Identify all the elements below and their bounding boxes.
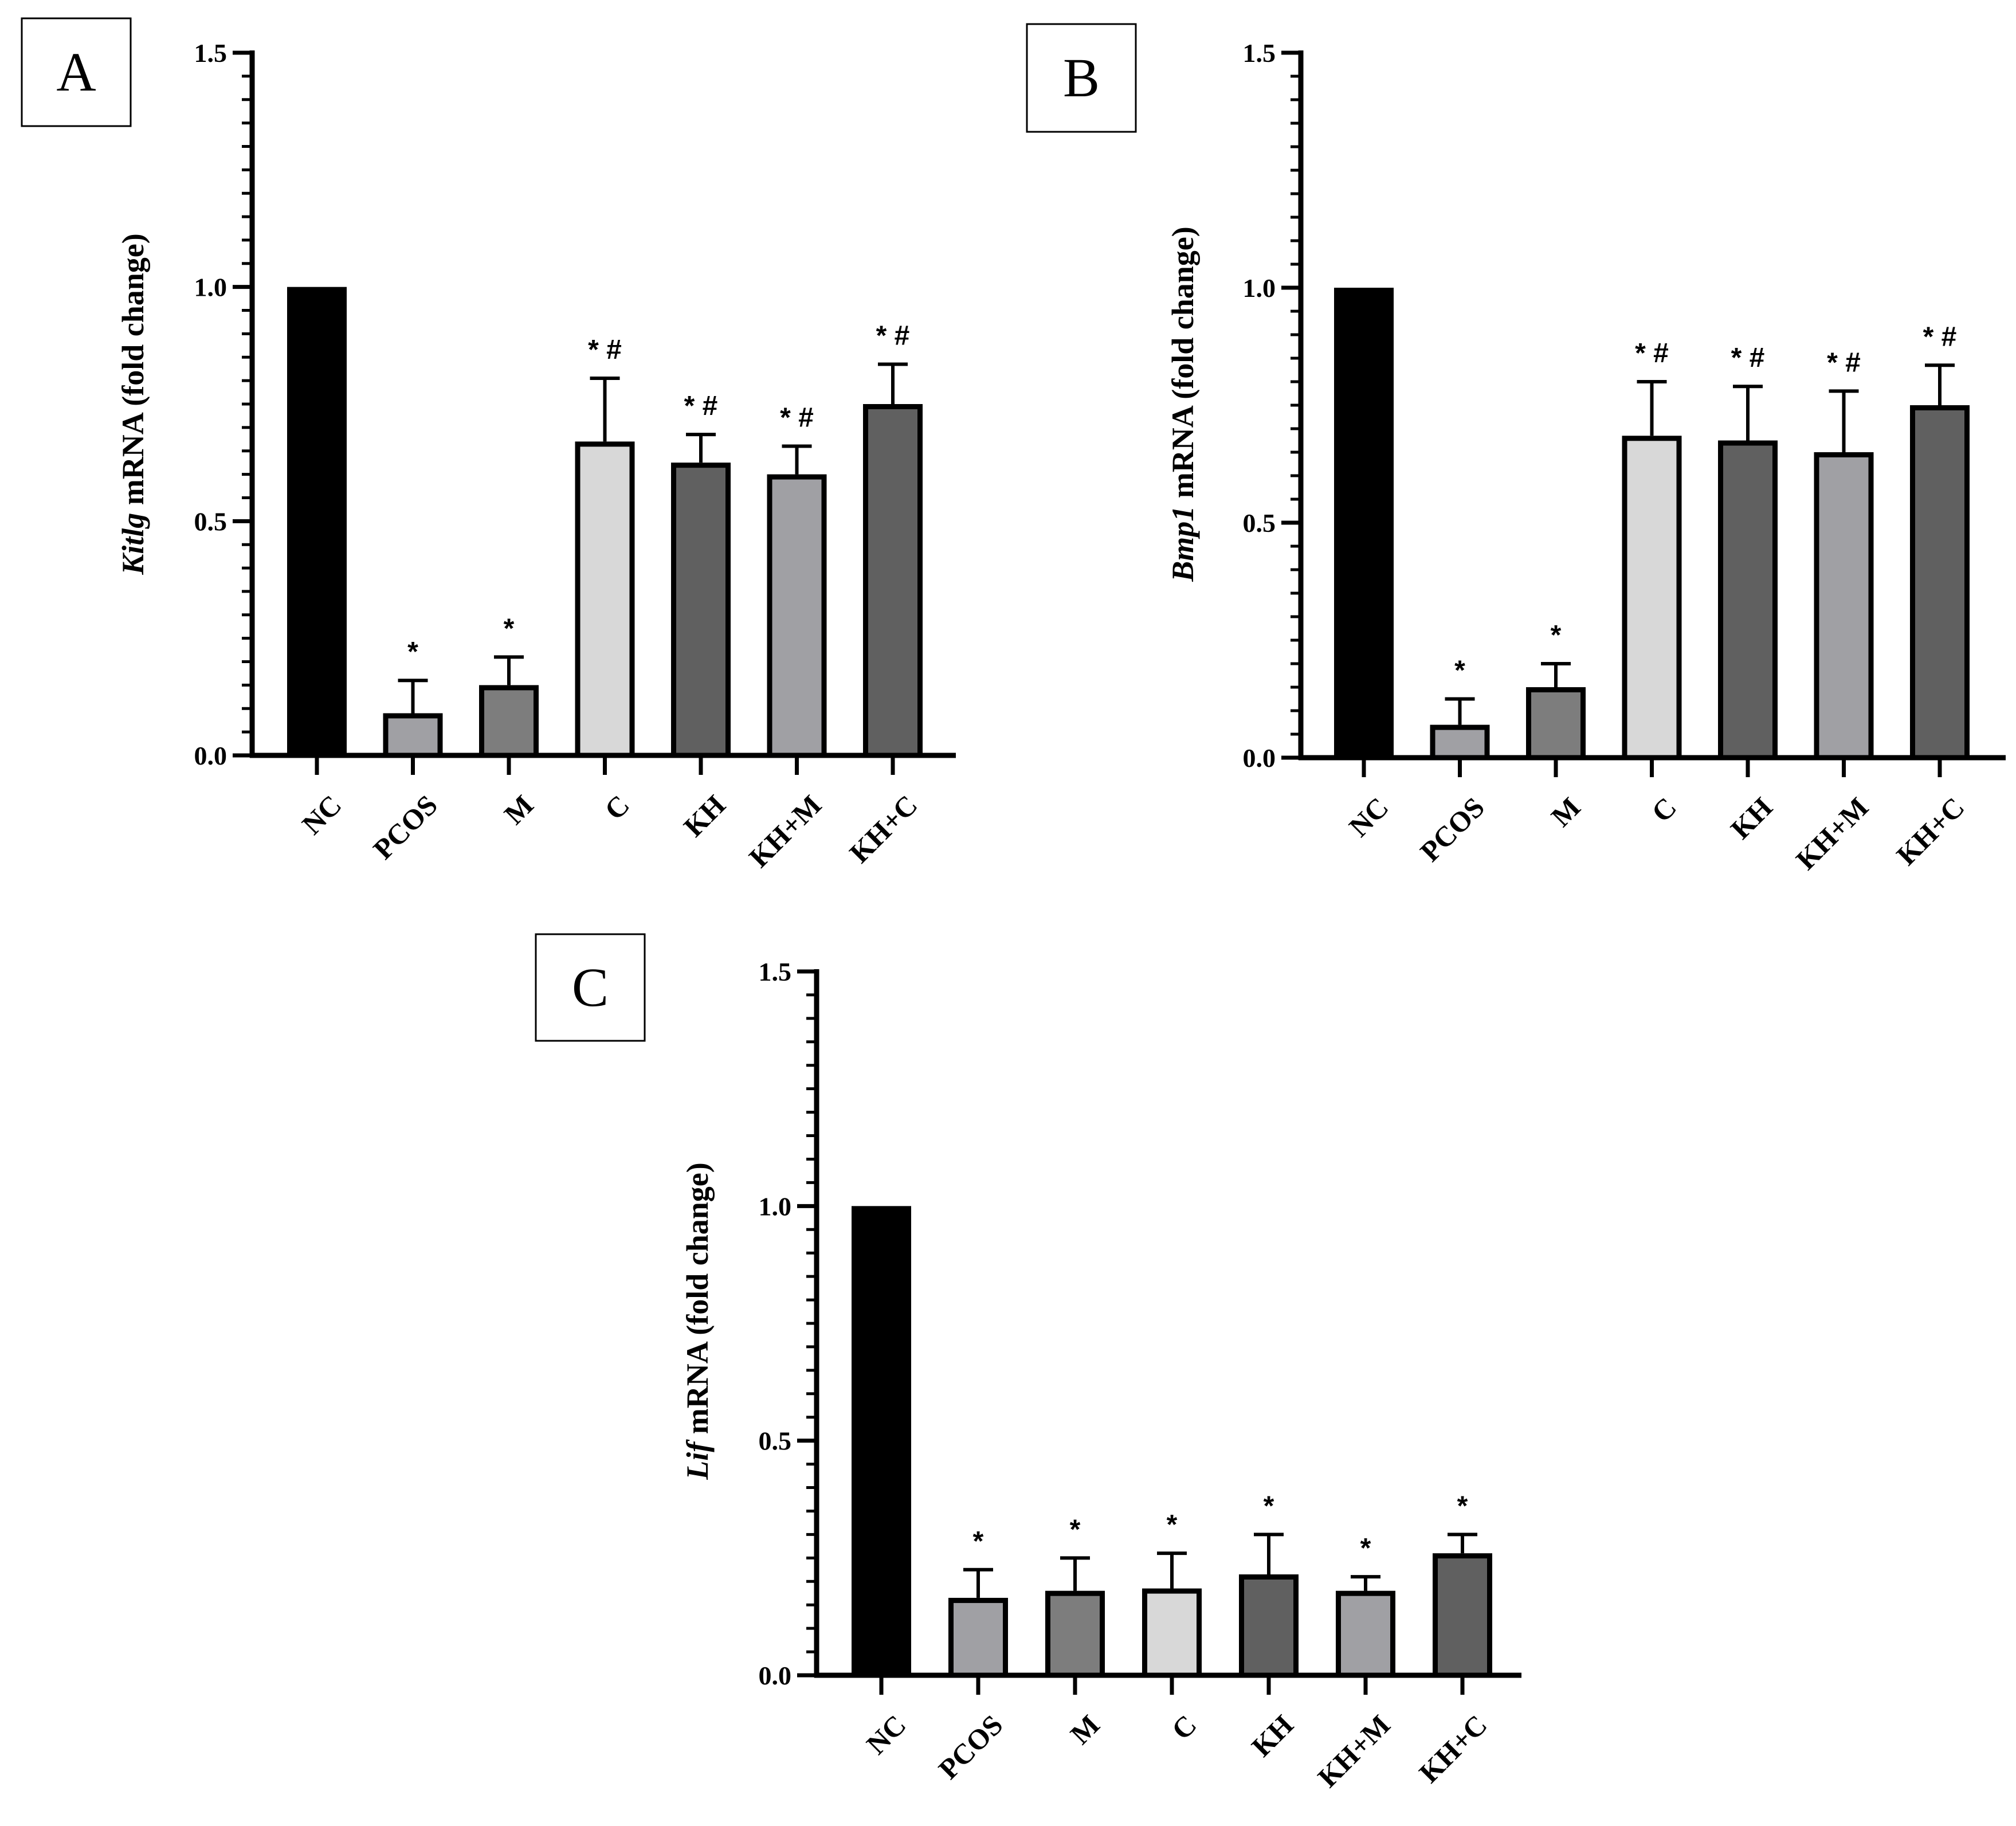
panel-a-sig-khplus-m: * # (780, 403, 814, 433)
panel-b-xlabel-pcos: PCOS (1414, 791, 1491, 868)
panel-c-sig-pcos: * (973, 1526, 984, 1557)
panel-b-xlabel-khplus-c: KH+C (1890, 791, 1970, 871)
panel-c-sig-c: * (1167, 1510, 1178, 1540)
panel-b-sig-c: * # (1635, 338, 1669, 369)
panel-c: C 0.0 0.5 1.0 1.5 NC * PCOS * M * C * KH * KH+M * KH+C Lif… (535, 933, 1521, 1793)
panel-b-letter-box (1026, 23, 1137, 133)
panel-a-bar-m (479, 685, 539, 758)
panel-c-y-axis-label: Lif mRNA (fold change) (680, 1162, 715, 1480)
panel-b-sig-khplus-c: * # (1923, 322, 1957, 352)
panel-c-xlabel-pcos: PCOS (932, 1709, 1009, 1785)
panel-b-sig-khplus-m: * # (1827, 347, 1861, 378)
panel-c-sig-m: * (1070, 1514, 1081, 1545)
panel-a-sig-pcos: * (407, 637, 418, 667)
panel-c-xlabel-khplus-c: KH+C (1413, 1709, 1493, 1789)
panel-b-bar-c (1622, 436, 1682, 761)
panel-a-xlabel-khplus-m: KH+M (743, 789, 827, 873)
panel-b-gene-name: Bmp1 (1166, 506, 1200, 582)
panel-c-gene-name: Lif (680, 1439, 715, 1480)
panel-a-sig-m: * (504, 613, 515, 644)
panel-c-bar-pcos (948, 1597, 1008, 1678)
panel-a-letter: A (56, 41, 96, 103)
panel-c-bar-khplus-c (1433, 1553, 1492, 1678)
panel-a-xlabel-c: C (598, 789, 636, 826)
panel-b-sig-kh: * # (1731, 343, 1765, 373)
panel-a-gene-name: Kitlg (116, 513, 150, 575)
panel-c-bar-c (1142, 1588, 1202, 1678)
panel-b: B 0.0 0.5 1.0 1.5 NC * PCOS * M * # C * # KH * # KH+M * … (1026, 23, 2006, 876)
panel-c-ytick-label: 0.5 (759, 1427, 792, 1456)
panel-a-sig-khplus-c: * # (876, 321, 910, 351)
panel-c-xlabel-khplus-m: KH+M (1311, 1709, 1396, 1793)
panel-a-ytick-label: 0.0 (194, 741, 228, 770)
panel-c-xlabel-m: M (1064, 1709, 1106, 1750)
panel-b-sig-m: * (1551, 620, 1562, 651)
panel-b-ytick-label: 0.5 (1243, 508, 1276, 538)
panel-c-xlabel-kh: KH (1245, 1709, 1300, 1763)
panel-a-bar-kh (671, 463, 731, 758)
panel-c-sig-kh: * (1264, 1491, 1274, 1521)
panel-c-bar-m (1045, 1590, 1105, 1678)
panel-c-ytick-label: 0.0 (759, 1661, 792, 1690)
panel-c-letter-box (535, 933, 646, 1042)
panel-c-letter: C (572, 957, 609, 1018)
panel-b-sig-pcos: * (1454, 656, 1465, 686)
panel-a-xlabel-nc: NC (296, 789, 348, 841)
panel-a-sig-c: * # (588, 335, 622, 365)
panel-a-ytick-label: 0.5 (194, 507, 228, 536)
panel-a-xlabel-khplus-c: KH+C (843, 789, 923, 869)
panel-a-bar-khplus-c (863, 404, 923, 758)
panel-a-y-axis-label: Kitlg mRNA (fold change) (116, 233, 150, 575)
panel-b-bar-nc (1334, 288, 1394, 761)
panel-b-xlabel-khplus-m: KH+M (1790, 791, 1874, 876)
panel-b-bar-m (1526, 687, 1586, 761)
panel-b-ytick-label: 1.0 (1243, 273, 1276, 303)
panel-a-ytick-label: 1.5 (194, 38, 228, 68)
panel-c-ylabel-suffix: mRNA (fold change) (680, 1162, 715, 1441)
panel-a-bar-khplus-m (767, 474, 827, 758)
panel-c-xlabel-c: C (1165, 1709, 1202, 1746)
panel-b-y-axis-label: Bmp1 mRNA (fold change) (1166, 226, 1200, 582)
panel-a-ylabel-suffix: mRNA (fold change) (116, 233, 150, 512)
panel-a-bar-c (575, 441, 635, 758)
panel-c-bar-kh (1239, 1574, 1299, 1678)
panel-b-ylabel-suffix: mRNA (fold change) (1166, 226, 1200, 506)
panel-c-bar-nc (852, 1206, 911, 1678)
panel-a-ytick-label: 1.0 (194, 273, 228, 302)
panel-b-bar-kh (1718, 440, 1778, 761)
panel-a-letter-box (21, 17, 132, 127)
panel-b-letter: B (1063, 47, 1100, 108)
panel-c-bar-khplus-m (1336, 1590, 1395, 1678)
panel-b-xlabel-m: M (1545, 791, 1587, 833)
panel-c-sig-khplus-m: * (1360, 1533, 1371, 1564)
panel-c-xlabel-nc: NC (860, 1709, 912, 1761)
panel-b-ytick-label: 0.0 (1243, 743, 1276, 773)
panel-c-sig-khplus-c: * (1457, 1491, 1468, 1521)
panel-a-bar-pcos (383, 713, 443, 758)
panel-a-bar-nc (287, 287, 347, 758)
panel-a: A 0.0 0.5 1.0 1.5 NC * PCOS * M * # C * # KH * # KH+M * … (21, 17, 956, 873)
panel-b-bar-pcos (1430, 724, 1490, 761)
panel-a-xlabel-pcos: PCOS (367, 789, 444, 865)
panel-b-bar-khplus-c (1910, 405, 1970, 761)
panel-b-ytick-label: 1.5 (1243, 38, 1276, 68)
panel-c-ytick-label: 1.5 (759, 957, 792, 986)
panel-b-xlabel-nc: NC (1343, 791, 1395, 843)
panel-a-xlabel-kh: KH (677, 789, 732, 843)
panel-a-xlabel-m: M (498, 789, 540, 830)
panel-b-xlabel-kh: KH (1724, 791, 1779, 845)
panel-b-bar-khplus-m (1814, 452, 1874, 761)
panel-c-ytick-label: 1.0 (759, 1192, 792, 1221)
panel-b-xlabel-c: C (1645, 791, 1682, 828)
panel-a-sig-kh: * # (684, 391, 718, 421)
